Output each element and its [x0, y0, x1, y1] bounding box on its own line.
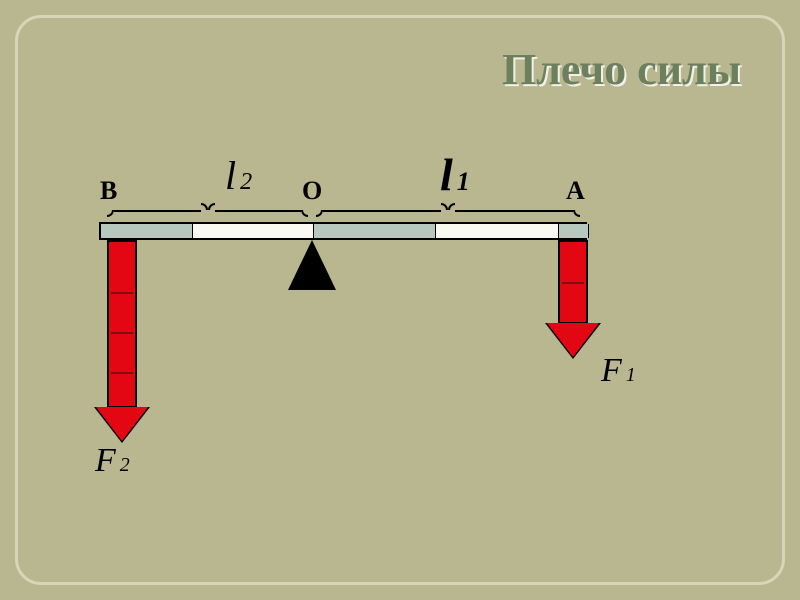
arm-label-l2-base: l	[225, 153, 236, 198]
arm-label-l2: l2	[225, 152, 252, 199]
arm-label-l1-base: l	[440, 149, 453, 200]
brace-l1	[316, 200, 580, 220]
arm-label-l1-sub: 1	[453, 167, 470, 196]
force-label-F1: F1	[601, 352, 636, 390]
force-label-F2-sub: 2	[116, 454, 130, 476]
lever-segment	[559, 224, 589, 238]
force-label-F1-base: F	[601, 352, 622, 389]
fulcrum	[288, 240, 336, 290]
lever-segment	[314, 224, 436, 238]
force-label-F2: F2	[95, 442, 130, 480]
force-arrow-F2	[107, 240, 137, 442]
lever-segment	[193, 224, 314, 238]
force-arrow-F1	[558, 240, 588, 358]
arm-label-l1: l1	[440, 148, 470, 201]
brace-l2	[107, 200, 308, 220]
arm-label-l2-sub: 2	[236, 169, 252, 195]
force-tick	[562, 282, 584, 284]
force-arrow-F1-head	[547, 323, 599, 357]
force-label-F1-sub: 1	[622, 364, 636, 386]
lever-segment	[101, 224, 193, 238]
force-arrow-F2-shaft	[107, 240, 137, 408]
force-tick	[111, 292, 133, 294]
force-label-F2-base: F	[95, 442, 116, 479]
slide-title: Плечо силы	[502, 44, 741, 95]
force-arrow-F2-head	[96, 407, 148, 441]
lever-bar	[99, 222, 587, 240]
slide-canvas: Плечо силы B O A l2 l1 F2 F1	[0, 0, 800, 600]
force-tick	[111, 332, 133, 334]
lever-segment	[436, 224, 559, 238]
force-tick	[111, 372, 133, 374]
force-arrow-F1-shaft	[558, 240, 588, 324]
